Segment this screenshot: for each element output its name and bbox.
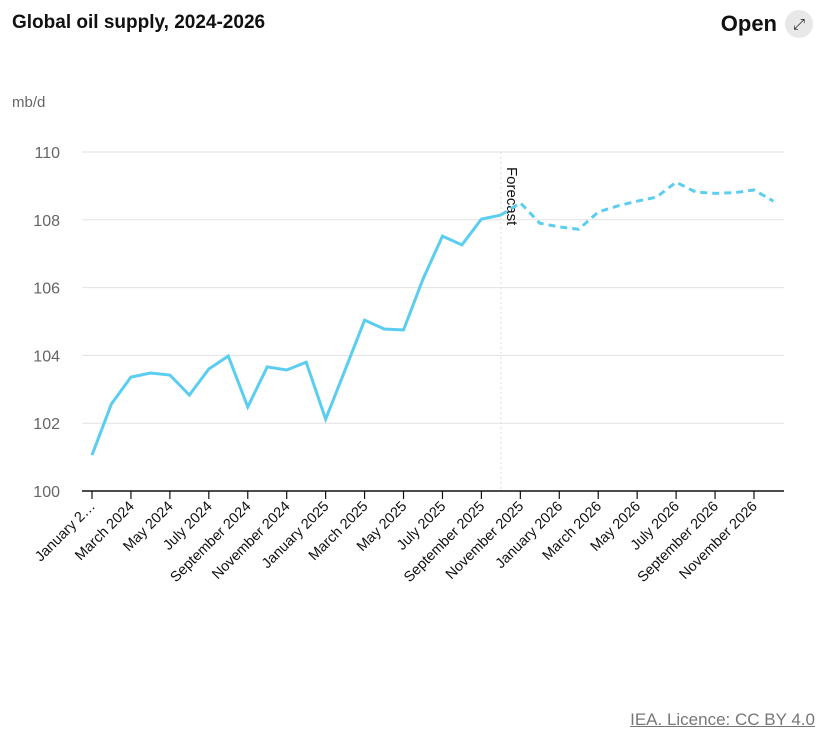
- open-button[interactable]: Open ⤢: [721, 10, 813, 38]
- chart-title: Global oil supply, 2024-2026: [12, 12, 266, 33]
- y-tick-label: 100: [33, 484, 60, 501]
- y-tick-label: 110: [34, 145, 60, 162]
- y-axis-label: mb/d: [12, 94, 45, 111]
- forecast-series-line: [500, 180, 775, 231]
- forecast-label: Forecast: [503, 167, 520, 226]
- y-tick-label: 102: [33, 416, 60, 433]
- y-tick-label: 106: [33, 281, 60, 298]
- open-label: Open: [720, 11, 777, 36]
- historical-series-line: [90, 213, 502, 456]
- licence-link[interactable]: IEA. Licence: CC BY 4.0: [630, 710, 815, 729]
- expand-arrows-icon: ⤢: [785, 10, 813, 38]
- y-tick-label: 108: [33, 213, 60, 230]
- y-tick-label: 104: [33, 348, 60, 365]
